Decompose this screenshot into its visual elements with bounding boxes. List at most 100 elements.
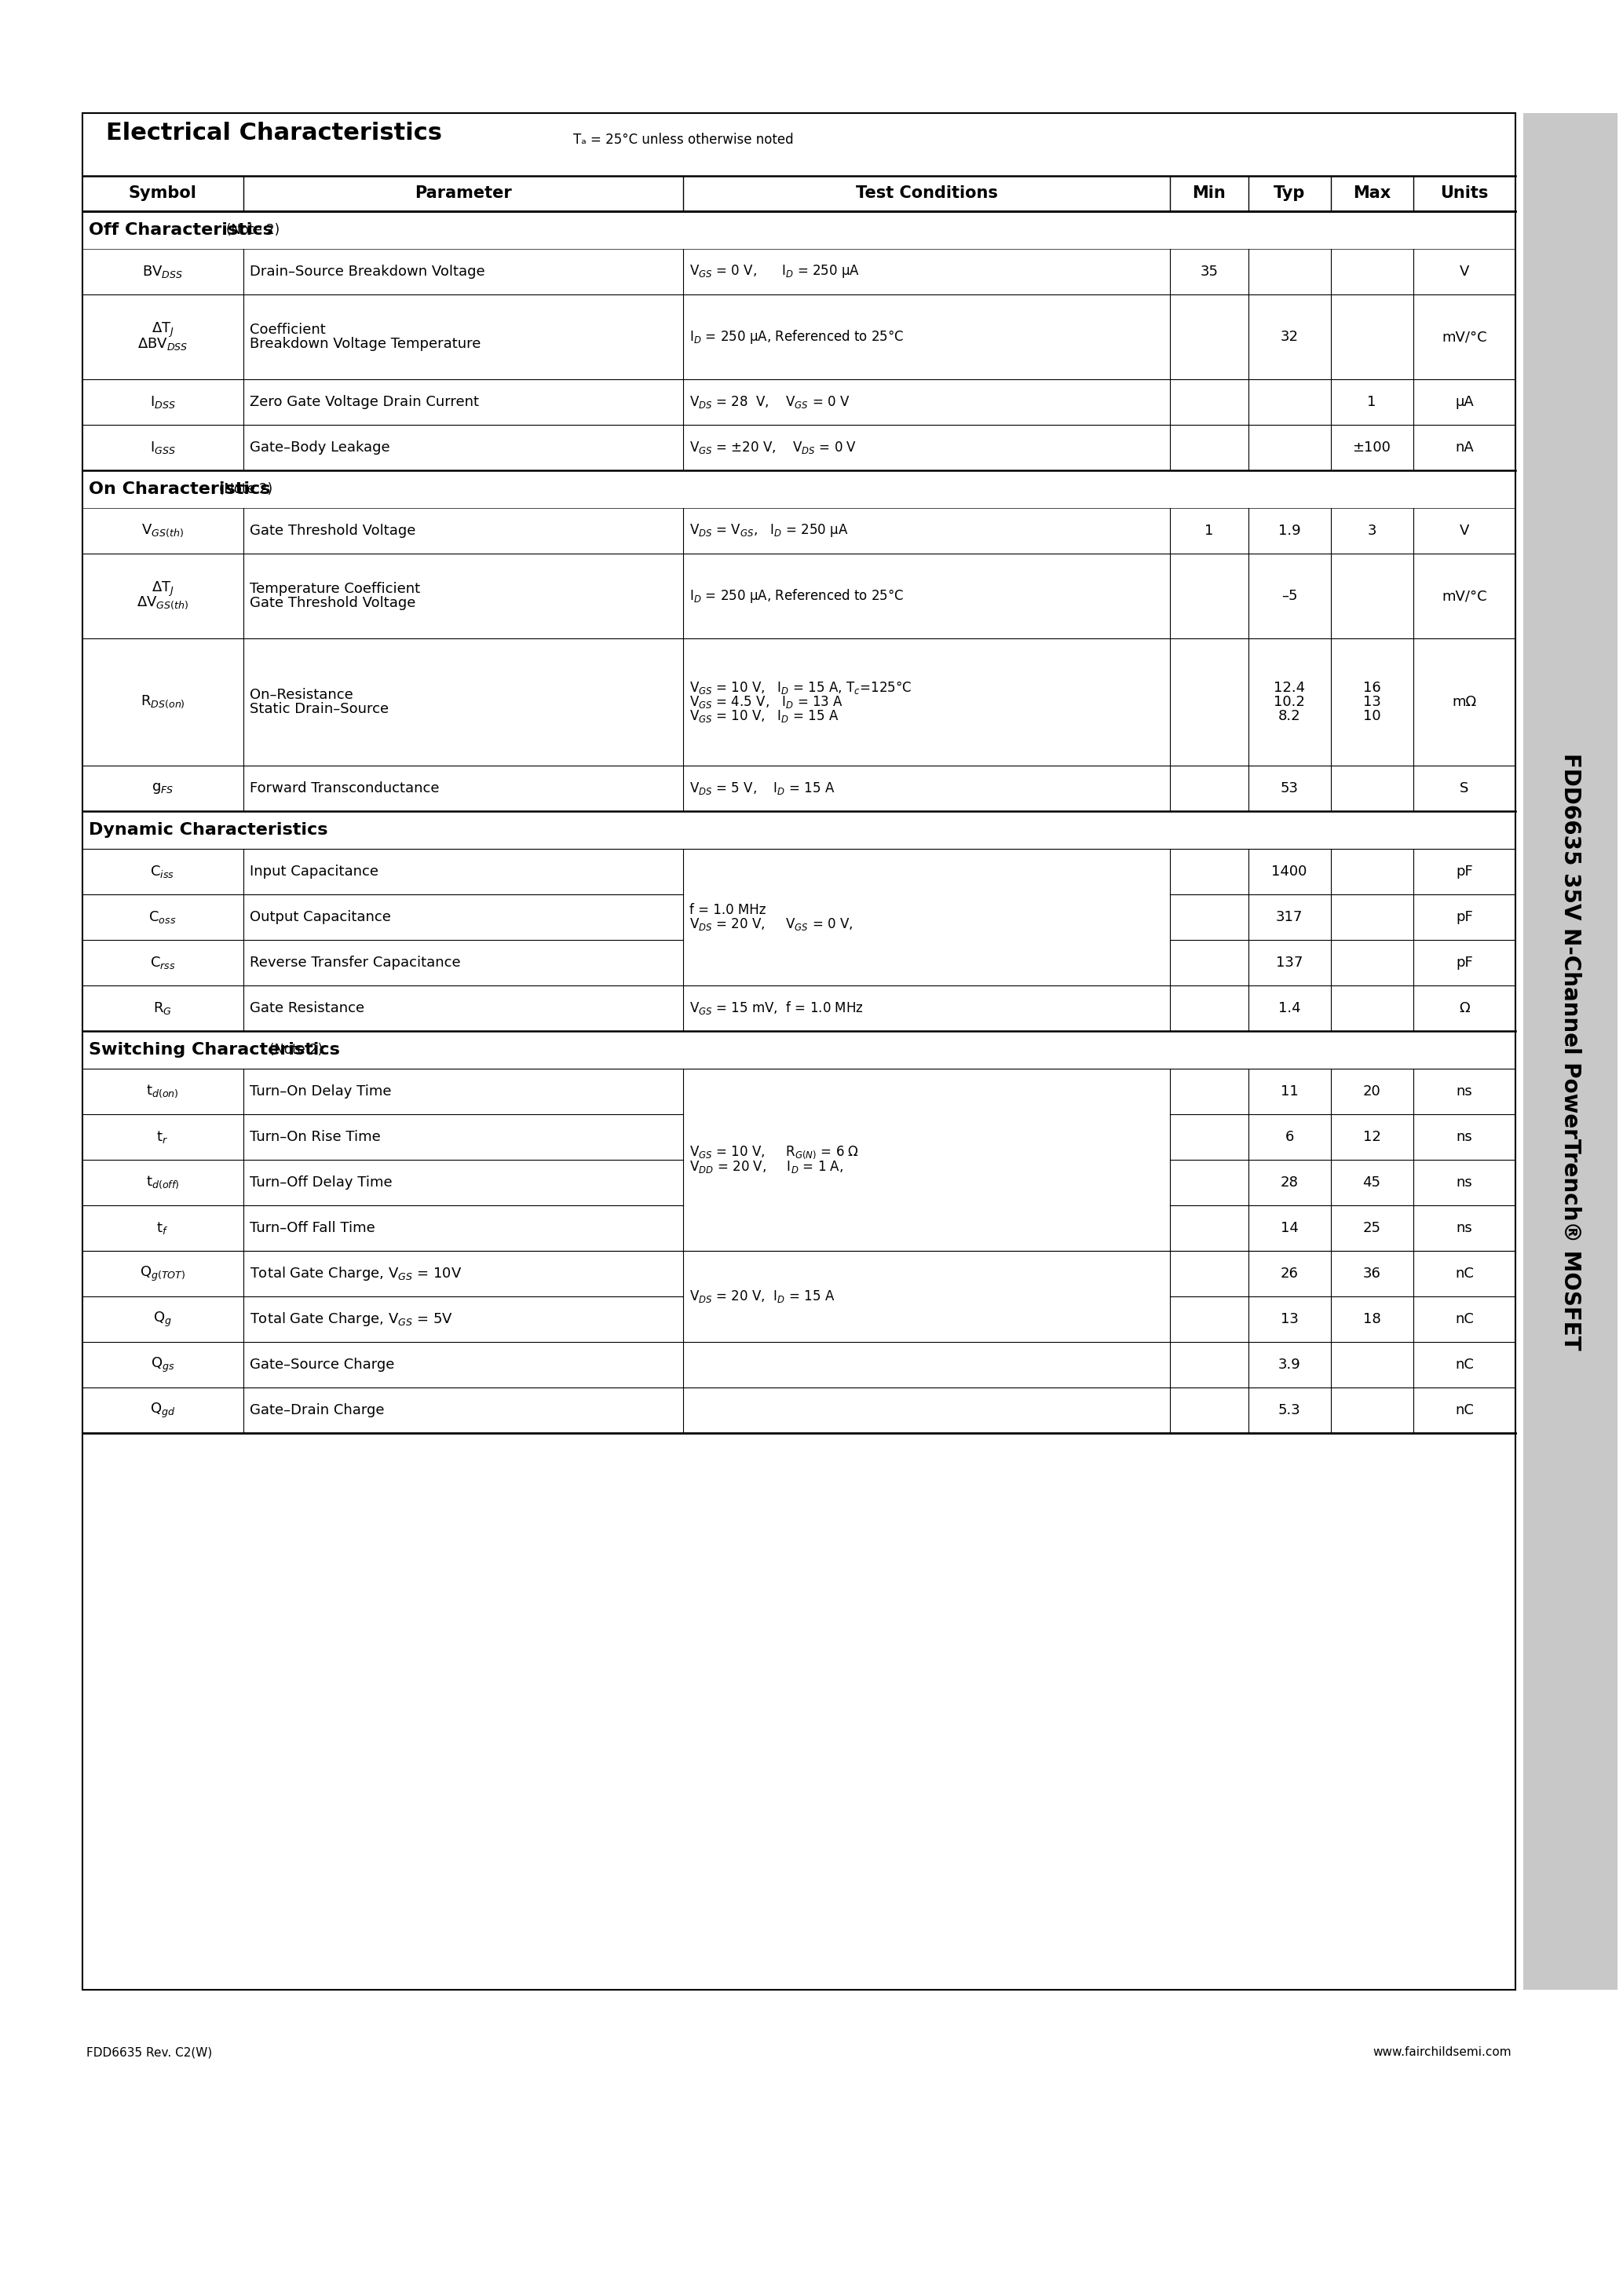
Text: t$_{f}$: t$_{f}$	[156, 1219, 169, 1235]
Text: nC: nC	[1454, 1357, 1474, 1371]
Text: Total Gate Charge, V$_{GS}$ = 5V: Total Gate Charge, V$_{GS}$ = 5V	[250, 1311, 453, 1327]
Text: Gate Threshold Voltage: Gate Threshold Voltage	[250, 523, 415, 537]
Text: V: V	[1459, 264, 1469, 278]
Text: 317: 317	[1276, 909, 1303, 925]
Text: 35: 35	[1199, 264, 1219, 278]
Text: Gate–Drain Charge: Gate–Drain Charge	[250, 1403, 385, 1417]
Text: ns: ns	[1456, 1221, 1472, 1235]
Text: (Note 2): (Note 2)	[219, 482, 273, 496]
Text: mV/°C: mV/°C	[1441, 588, 1487, 604]
Text: V$_{GS}$ = 0 V,      I$_{D}$ = 250 μA: V$_{GS}$ = 0 V, I$_{D}$ = 250 μA	[690, 264, 860, 280]
Text: Units: Units	[1440, 186, 1488, 202]
Text: Symbol: Symbol	[128, 186, 196, 202]
Text: ns: ns	[1456, 1084, 1472, 1097]
Text: ΔT$_{J}$: ΔT$_{J}$	[151, 321, 174, 340]
Text: 1: 1	[1204, 523, 1214, 537]
Text: Q$_{g (TOT)}$: Q$_{g (TOT)}$	[140, 1265, 185, 1283]
Text: Off Characteristics: Off Characteristics	[89, 223, 273, 239]
Text: 1.9: 1.9	[1277, 523, 1300, 537]
Text: 1: 1	[1367, 395, 1376, 409]
Text: 14: 14	[1281, 1221, 1298, 1235]
Text: pF: pF	[1456, 955, 1474, 969]
Text: I$_{DSS}$: I$_{DSS}$	[149, 395, 175, 411]
Text: On Characteristics: On Characteristics	[89, 482, 271, 496]
Text: nC: nC	[1454, 1267, 1474, 1281]
Text: 25: 25	[1363, 1221, 1381, 1235]
Text: 10.2: 10.2	[1274, 696, 1305, 709]
Text: I$_{D}$ = 250 μA, Referenced to 25°C: I$_{D}$ = 250 μA, Referenced to 25°C	[690, 328, 904, 344]
Text: mV/°C: mV/°C	[1441, 331, 1487, 344]
Text: nC: nC	[1454, 1403, 1474, 1417]
Text: Zero Gate Voltage Drain Current: Zero Gate Voltage Drain Current	[250, 395, 479, 409]
Text: Gate Resistance: Gate Resistance	[250, 1001, 365, 1015]
Text: 26: 26	[1281, 1267, 1298, 1281]
Text: 45: 45	[1363, 1176, 1381, 1189]
Text: V$_{GS}$ = ±20 V,    V$_{DS}$ = 0 V: V$_{GS}$ = ±20 V, V$_{DS}$ = 0 V	[690, 441, 857, 455]
Text: V$_{DS}$ = 28  V,    V$_{GS}$ = 0 V: V$_{DS}$ = 28 V, V$_{GS}$ = 0 V	[690, 395, 850, 411]
Text: C$_{rss}$: C$_{rss}$	[149, 955, 175, 971]
Text: Static Drain–Source: Static Drain–Source	[250, 703, 390, 716]
Text: Test Conditions: Test Conditions	[855, 186, 998, 202]
Text: V$_{GS}$ = 10 V,     R$_{G(N)}$ = 6 Ω: V$_{GS}$ = 10 V, R$_{G(N)}$ = 6 Ω	[690, 1146, 859, 1162]
Text: V$_{DS}$ = V$_{GS}$,   I$_{D}$ = 250 μA: V$_{DS}$ = V$_{GS}$, I$_{D}$ = 250 μA	[690, 523, 849, 540]
Text: 16: 16	[1363, 682, 1381, 696]
Text: Output Capacitance: Output Capacitance	[250, 909, 391, 925]
Text: V: V	[1459, 523, 1469, 537]
Text: Gate Threshold Voltage: Gate Threshold Voltage	[250, 597, 415, 611]
Text: pF: pF	[1456, 909, 1474, 925]
Text: Input Capacitance: Input Capacitance	[250, 866, 378, 879]
Text: V$_{DS}$ = 5 V,    I$_{D}$ = 15 A: V$_{DS}$ = 5 V, I$_{D}$ = 15 A	[690, 781, 834, 797]
Text: Turn–On Rise Time: Turn–On Rise Time	[250, 1130, 381, 1143]
Text: 3.9: 3.9	[1277, 1357, 1300, 1371]
Text: Ω: Ω	[1459, 1001, 1470, 1015]
Text: Dynamic Characteristics: Dynamic Characteristics	[89, 822, 328, 838]
Text: C$_{iss}$: C$_{iss}$	[151, 863, 175, 879]
Text: V$_{DD}$ = 20 V,     I$_{D}$ = 1 A,: V$_{DD}$ = 20 V, I$_{D}$ = 1 A,	[690, 1159, 844, 1176]
Text: C$_{oss}$: C$_{oss}$	[149, 909, 177, 925]
Text: t$_{d(off)}$: t$_{d(off)}$	[146, 1176, 179, 1192]
Text: –5: –5	[1281, 588, 1297, 604]
Text: FDD6635 35V N-Channel PowerTrench® MOSFET: FDD6635 35V N-Channel PowerTrench® MOSFE…	[1560, 753, 1581, 1350]
Text: mΩ: mΩ	[1453, 696, 1477, 709]
Text: t$_{d(on)}$: t$_{d(on)}$	[146, 1084, 179, 1100]
Text: V$_{DS}$ = 20 V,  I$_{D}$ = 15 A: V$_{DS}$ = 20 V, I$_{D}$ = 15 A	[690, 1288, 834, 1304]
Text: www.fairchildsemi.com: www.fairchildsemi.com	[1373, 2046, 1511, 2060]
Text: V$_{GS(th)}$: V$_{GS(th)}$	[141, 523, 183, 540]
Text: 6: 6	[1285, 1130, 1294, 1143]
Text: Turn–Off Fall Time: Turn–Off Fall Time	[250, 1221, 375, 1235]
Text: ΔT$_{J}$: ΔT$_{J}$	[151, 581, 174, 597]
Text: ±100: ±100	[1352, 441, 1391, 455]
Text: 20: 20	[1363, 1084, 1381, 1097]
Text: g$_{FS}$: g$_{FS}$	[151, 781, 174, 794]
Text: Tₐ = 25°C unless otherwise noted: Tₐ = 25°C unless otherwise noted	[573, 133, 794, 147]
Text: Coefficient: Coefficient	[250, 324, 326, 338]
Text: (Note 2): (Note 2)	[226, 223, 279, 236]
Text: 32: 32	[1281, 331, 1298, 344]
Text: pF: pF	[1456, 866, 1474, 879]
Text: S: S	[1461, 781, 1469, 794]
Text: Electrical Characteristics: Electrical Characteristics	[105, 122, 441, 145]
Text: 5.3: 5.3	[1277, 1403, 1300, 1417]
Text: V$_{GS}$ = 4.5 V,   I$_{D}$ = 13 A: V$_{GS}$ = 4.5 V, I$_{D}$ = 13 A	[690, 693, 844, 709]
Text: nC: nC	[1454, 1311, 1474, 1327]
Text: Parameter: Parameter	[415, 186, 511, 202]
Text: V$_{GS}$ = 10 V,   I$_{D}$ = 15 A: V$_{GS}$ = 10 V, I$_{D}$ = 15 A	[690, 707, 839, 723]
Text: 3: 3	[1367, 523, 1376, 537]
Text: Breakdown Voltage Temperature: Breakdown Voltage Temperature	[250, 338, 480, 351]
Text: On–Resistance: On–Resistance	[250, 689, 354, 703]
Text: R$_{DS(on)}$: R$_{DS(on)}$	[140, 693, 185, 709]
Text: ΔBV$_{DSS}$: ΔBV$_{DSS}$	[138, 335, 188, 351]
Text: V$_{GS}$ = 15 mV,  f = 1.0 MHz: V$_{GS}$ = 15 mV, f = 1.0 MHz	[690, 1001, 863, 1017]
Text: t$_{r}$: t$_{r}$	[156, 1130, 169, 1146]
Text: Total Gate Charge, V$_{GS}$ = 10V: Total Gate Charge, V$_{GS}$ = 10V	[250, 1265, 463, 1281]
Text: ΔV$_{GS(th)}$: ΔV$_{GS(th)}$	[136, 595, 188, 611]
Text: Turn–On Delay Time: Turn–On Delay Time	[250, 1084, 391, 1097]
Text: Forward Transconductance: Forward Transconductance	[250, 781, 440, 794]
Text: f = 1.0 MHz: f = 1.0 MHz	[690, 902, 766, 916]
Text: 10: 10	[1363, 709, 1381, 723]
Text: 53: 53	[1281, 781, 1298, 794]
Text: nA: nA	[1456, 441, 1474, 455]
Text: Q$_{gs}$: Q$_{gs}$	[151, 1355, 175, 1373]
Bar	[83, 113, 1516, 1991]
Bar	[1524, 113, 1618, 1991]
